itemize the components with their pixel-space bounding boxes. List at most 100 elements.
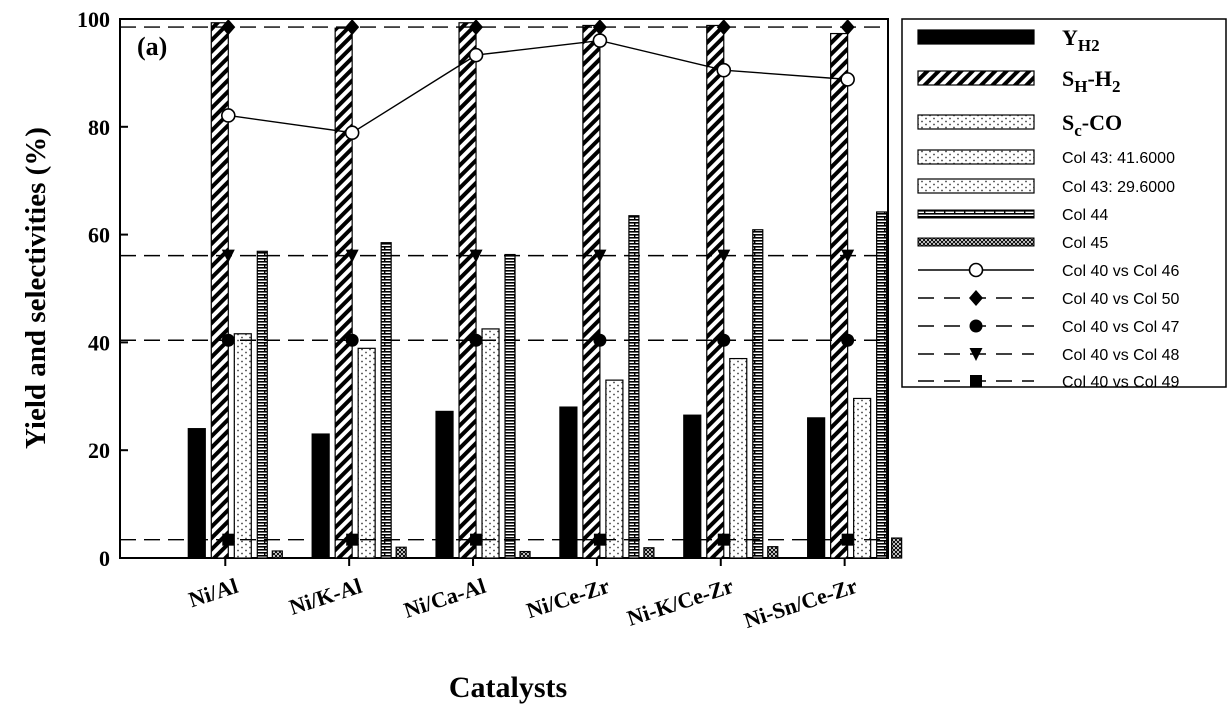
legend-label: Sc-CO	[1062, 110, 1122, 140]
legend-item-5: Col 44	[917, 207, 1108, 224]
legend-label: Col 45	[1062, 235, 1108, 252]
line-3-point-1	[345, 249, 359, 263]
line-0-point-4	[716, 62, 732, 78]
legend-item-6: Col 45	[917, 235, 1108, 252]
line-3-point-3	[593, 249, 607, 263]
legend-swatch	[917, 29, 1035, 45]
bar-4-2	[519, 550, 531, 559]
line-2-point-2	[469, 333, 483, 347]
bar-2-5	[853, 397, 872, 559]
bar-3-1	[380, 242, 392, 559]
legend-swatch	[917, 70, 1035, 86]
legend-item-8: Col 40 vs Col 50	[918, 290, 1179, 308]
bar-1-5	[830, 32, 849, 559]
plot-frame	[119, 18, 889, 559]
line-4-point-0	[222, 533, 235, 546]
legend-marker	[970, 375, 982, 387]
legend-label: Col 43: 41.6000	[1062, 150, 1175, 167]
bar-3-0	[256, 250, 268, 559]
x-tick-label: Ni/Al	[185, 573, 240, 612]
line-3-point-0	[221, 249, 235, 263]
bar-3-2	[504, 253, 516, 559]
x-axis: Ni/Al Ni/K-Al Ni/Ca-Al Ni/Ce-Zr Ni-K/Ce-Zr Ni…	[185, 558, 860, 633]
x-tick-label: Ni-K/Ce-Zr	[624, 573, 737, 631]
line-1-point-1	[345, 19, 360, 36]
bar-0-5	[807, 417, 826, 559]
panel-label: (a)	[137, 32, 167, 61]
bar-3-4	[752, 229, 764, 559]
line-2-point-1	[345, 333, 359, 347]
line-1-point-5	[840, 19, 855, 36]
y-axis-title: Yield and selectivities (%)	[20, 127, 52, 449]
legend-item-1: SH-H2	[917, 66, 1120, 96]
line-3-point-2	[469, 249, 483, 263]
y-tick-label: 40	[88, 330, 110, 355]
y-tick-label: 100	[77, 7, 110, 32]
bar-2-4	[729, 357, 748, 559]
line-0-point-3	[592, 33, 608, 48]
legend-label: YH2	[1062, 25, 1100, 55]
legend-item-3: Col 43: 41.6000	[917, 149, 1175, 167]
bar-0-4	[683, 414, 702, 559]
y-tick-label: 80	[88, 115, 110, 140]
bars-layer	[187, 22, 903, 559]
x-tick-label: Ni/Ce-Zr	[523, 573, 612, 623]
bar-4-4	[767, 546, 779, 559]
legend-item-0: YH2	[917, 25, 1100, 55]
line-1-point-2	[469, 19, 484, 36]
bar-1-3	[582, 24, 601, 559]
legend-label: Col 43: 29.6000	[1062, 179, 1175, 196]
x-tick-label: Ni-Sn/Ce-Zr	[741, 573, 861, 633]
line-0	[228, 39, 848, 134]
line-0-point-0	[220, 108, 236, 123]
legend-label: Col 44	[1062, 207, 1108, 224]
y-tick-label: 60	[88, 223, 110, 248]
bar-2-3	[605, 379, 624, 559]
legend-marker	[969, 290, 983, 306]
line-0-point-2	[468, 47, 484, 63]
line-1-point-3	[592, 19, 607, 36]
line-4-point-5	[841, 533, 854, 546]
y-tick-label: 20	[88, 438, 110, 463]
legend-label: Col 40 vs Col 47	[1062, 319, 1179, 336]
legend-label: Col 40 vs Col 49	[1062, 374, 1179, 391]
bar-4-1	[395, 546, 407, 559]
line-4-point-2	[470, 533, 483, 546]
x-tick-label: Ni/Ca-Al	[401, 573, 489, 623]
line-1-point-4	[716, 19, 731, 36]
legend-marker	[969, 348, 983, 361]
legend-swatch	[917, 114, 1035, 130]
y-tick-label: 0	[99, 546, 110, 571]
y-axis: 0 20 40 60 80 100	[77, 7, 128, 571]
legend-item-10: Col 40 vs Col 48	[918, 347, 1179, 364]
line-4-point-3	[593, 533, 606, 546]
bar-1-4	[706, 24, 725, 559]
line-2-point-3	[593, 333, 607, 347]
line-4-point-1	[346, 533, 359, 546]
plot-area	[119, 18, 889, 559]
line-3-point-4	[717, 249, 731, 263]
lines-layer	[120, 19, 888, 546]
legend: YH2 SH-H2 Sc-CO Col 43: 41.6000 Col 43: 29.6…	[901, 18, 1227, 391]
legend-swatch	[917, 149, 1035, 165]
x-tick-label: Ni/K-Al	[286, 573, 365, 620]
line-4-point-4	[717, 533, 730, 546]
bar-1-2	[458, 22, 477, 559]
line-3-point-5	[841, 249, 855, 263]
bar-4-0	[271, 550, 283, 559]
bar-2-2	[481, 328, 500, 559]
bar-4-3	[643, 547, 655, 559]
bar-2-1	[357, 347, 376, 559]
bar-3-5	[876, 211, 888, 559]
bar-0-2	[435, 410, 454, 559]
bar-1-0	[210, 22, 229, 559]
x-axis-title: Catalysts	[449, 671, 567, 704]
legend-label: SH-H2	[1062, 66, 1120, 96]
legend-item-4: Col 43: 29.6000	[917, 178, 1175, 196]
legend-item-9: Col 40 vs Col 47	[918, 319, 1179, 336]
legend-item-7: Col 40 vs Col 46	[918, 262, 1179, 280]
legend-label: Col 40 vs Col 48	[1062, 347, 1179, 364]
line-2-point-4	[717, 333, 731, 347]
legend-item-2: Sc-CO	[917, 110, 1122, 140]
